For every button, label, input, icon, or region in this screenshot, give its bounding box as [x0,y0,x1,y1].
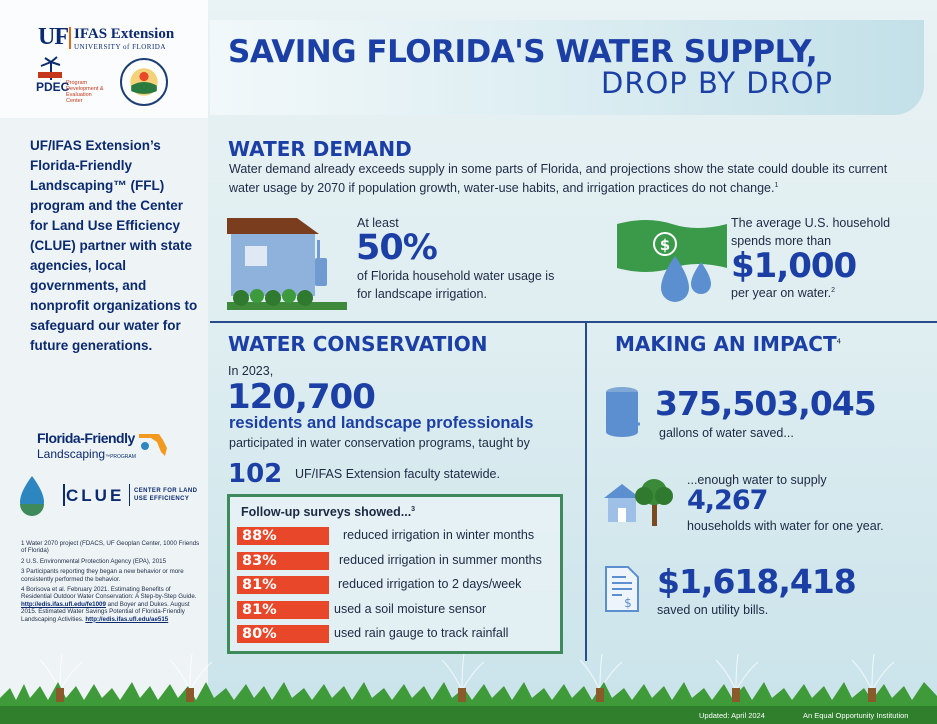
house-tree-icon [604,479,673,526]
section-divider-vertical [585,321,587,661]
logo-divider [69,27,71,49]
participant-type: residents and landscape professionals [229,414,534,432]
state-seal-icon [120,58,168,106]
updated-date: Updated: April 2024 [699,711,765,720]
svg-text:$: $ [660,236,670,254]
survey-title-text: Follow-up surveys showed... [241,505,412,519]
ffl-landscaping: Landscaping [37,447,106,461]
equal-opportunity: An Equal Opportunity Institution [803,711,909,720]
clue-logo: CLUE CENTER FOR LAND USE EFFICIENCY [14,474,204,520]
survey-label: reduced irrigation in winter months [343,528,535,542]
water-conservation-heading: WATER CONSERVATION [228,332,488,356]
tm-mark: ™ [105,454,111,460]
clue-divider [63,484,65,506]
pdec-full-name: Program Development & Evaluation Center [66,80,104,104]
stat2-pretext: The average U.S. household spends more t… [731,216,891,248]
footnote-4-text: 4 Borisova et al. February 2021. Estimat… [21,586,197,601]
faculty-text: UF/IFAS Extension faculty statewide. [295,467,500,481]
footnote-ref-1: 1 [774,181,779,189]
stat1-posttext: of Florida household water usage is for … [357,269,555,301]
page-title-line1: SAVING FLORIDA'S WATER SUPPLY, [228,34,818,70]
ffl-logo-line1: Florida-Friendly [37,430,135,446]
survey-results-box: Follow-up surveys showed...3 88% reduced… [227,494,563,654]
footnote-1: 1 Water 2070 project (FDACS, UF Geoplan … [21,540,200,555]
grass-sprinkler-footer [0,653,937,724]
university-text: UNIVERSITY of FLORIDA [74,43,166,51]
florida-map-icon [139,434,167,456]
dollars-saved-label: saved on utility bills. [657,603,769,617]
survey-pct-badge: 81% [237,576,329,594]
making-impact-heading: MAKING AN IMPACT4 [615,332,841,356]
ifas-extension-text: IFAS Extension [74,26,175,42]
footnote-link-ae515[interactable]: http://edis.ifas.ufl.edu/ae515 [85,615,169,623]
participation-text: participated in water conservation progr… [229,436,530,450]
conservation-year: In 2023, [228,364,274,378]
making-impact-heading-text: MAKING AN IMPACT [615,332,837,356]
ffl-logo: Florida-Friendly Landscaping™PROGRAM [37,430,187,461]
sprinkler-head-icon [56,688,876,702]
clue-wordmark: CLUE [66,486,125,505]
sidebar: UF IFAS Extension UNIVERSITY of FLORIDA … [0,0,208,724]
survey-pct-badge: 80% [237,625,329,643]
gallons-saved-value: 375,503,045 [655,384,877,423]
sidebar-intro: UF/IFAS Extension’s Florida-Friendly Lan… [30,138,198,353]
water-demand-intro: Water demand already exceeds supply in s… [229,160,919,198]
ffl-program: PROGRAM [110,454,136,460]
dollars-saved-value: $1,618,418 [657,562,857,601]
pdec-palm-icon [38,56,62,80]
uf-mark: UF [38,24,69,50]
money-drop-icon: $ [617,220,727,302]
footnote-4-mid: and Boyer and Dukes. August 2015. Estima… [21,600,190,623]
pdec-label: PDEC [36,80,70,94]
survey-label: used rain gauge to track rainfall [334,626,509,640]
house-icon [227,218,347,310]
title-banner [210,20,924,115]
stat1-pretext: At least [357,216,399,230]
survey-title: Follow-up surveys showed...3 [241,505,415,519]
ffl-logo-line2: Landscaping™PROGRAM [37,447,187,461]
stat2-posttext: per year on water.2 [731,284,835,302]
footnote-ref-4: 4 [836,337,842,346]
water-demand-heading: WATER DEMAND [228,137,412,161]
households-label: households with water for one year. [687,519,884,533]
water-demand-intro-text: Water demand already exceeds supply in s… [229,162,888,195]
water-tank-icon [606,387,640,437]
page-title-line2: DROP BY DROP [601,66,834,100]
section-divider-horizontal [210,321,937,323]
footnotes: 1 Water 2070 project (FDACS, UF Geoplan … [21,540,201,626]
survey-label: used a soil moisture sensor [334,602,487,616]
gallons-saved-label: gallons of water saved... [659,426,794,440]
clue-tagline: CENTER FOR LAND USE EFFICIENCY [134,487,197,503]
survey-label: reduced irrigation in summer months [339,553,542,567]
households-value: 4,267 [687,485,768,516]
logo-panel [0,0,208,118]
footnote-2: 2 U.S. Environmental Protection Agency (… [21,557,167,565]
stat2-value: $1,000 [731,246,857,286]
survey-pct-badge: 83% [237,552,329,570]
utility-bill-icon: $ [605,566,639,612]
faculty-count: 102 [228,459,283,489]
clue-divider-2 [129,484,130,506]
survey-label: reduced irrigation to 2 days/week [338,577,522,591]
clue-tag-2: USE EFFICIENCY [134,496,190,502]
footnote-3: 3 Participants reporting they began a ne… [21,568,184,583]
uf-ifas-logo: UF IFAS Extension UNIVERSITY of FLORIDA [38,24,174,51]
participant-count: 120,700 [227,377,376,417]
stat2-posttext-text: per year on water. [731,286,832,300]
footnote-ref-3: 3 [411,505,416,513]
sprinkler-spray-icon [39,653,895,691]
svg-text:$: $ [624,596,632,610]
survey-pct-badge: 81% [237,601,329,619]
enough-water-text: ...enough water to supply [687,473,827,487]
survey-pct-badge: 88% [237,527,329,545]
footnote-link-fe1009[interactable]: http://edis.ifas.ufl.edu/fe1009 [21,600,106,608]
clue-tag-1: CENTER FOR LAND [134,488,198,494]
footnote-ref-2: 2 [831,286,835,294]
footnote-4: 4 Borisova et al. February 2021. Estimat… [21,586,201,623]
clue-drop-icon [20,476,44,516]
stat1-value: 50% [356,228,438,268]
